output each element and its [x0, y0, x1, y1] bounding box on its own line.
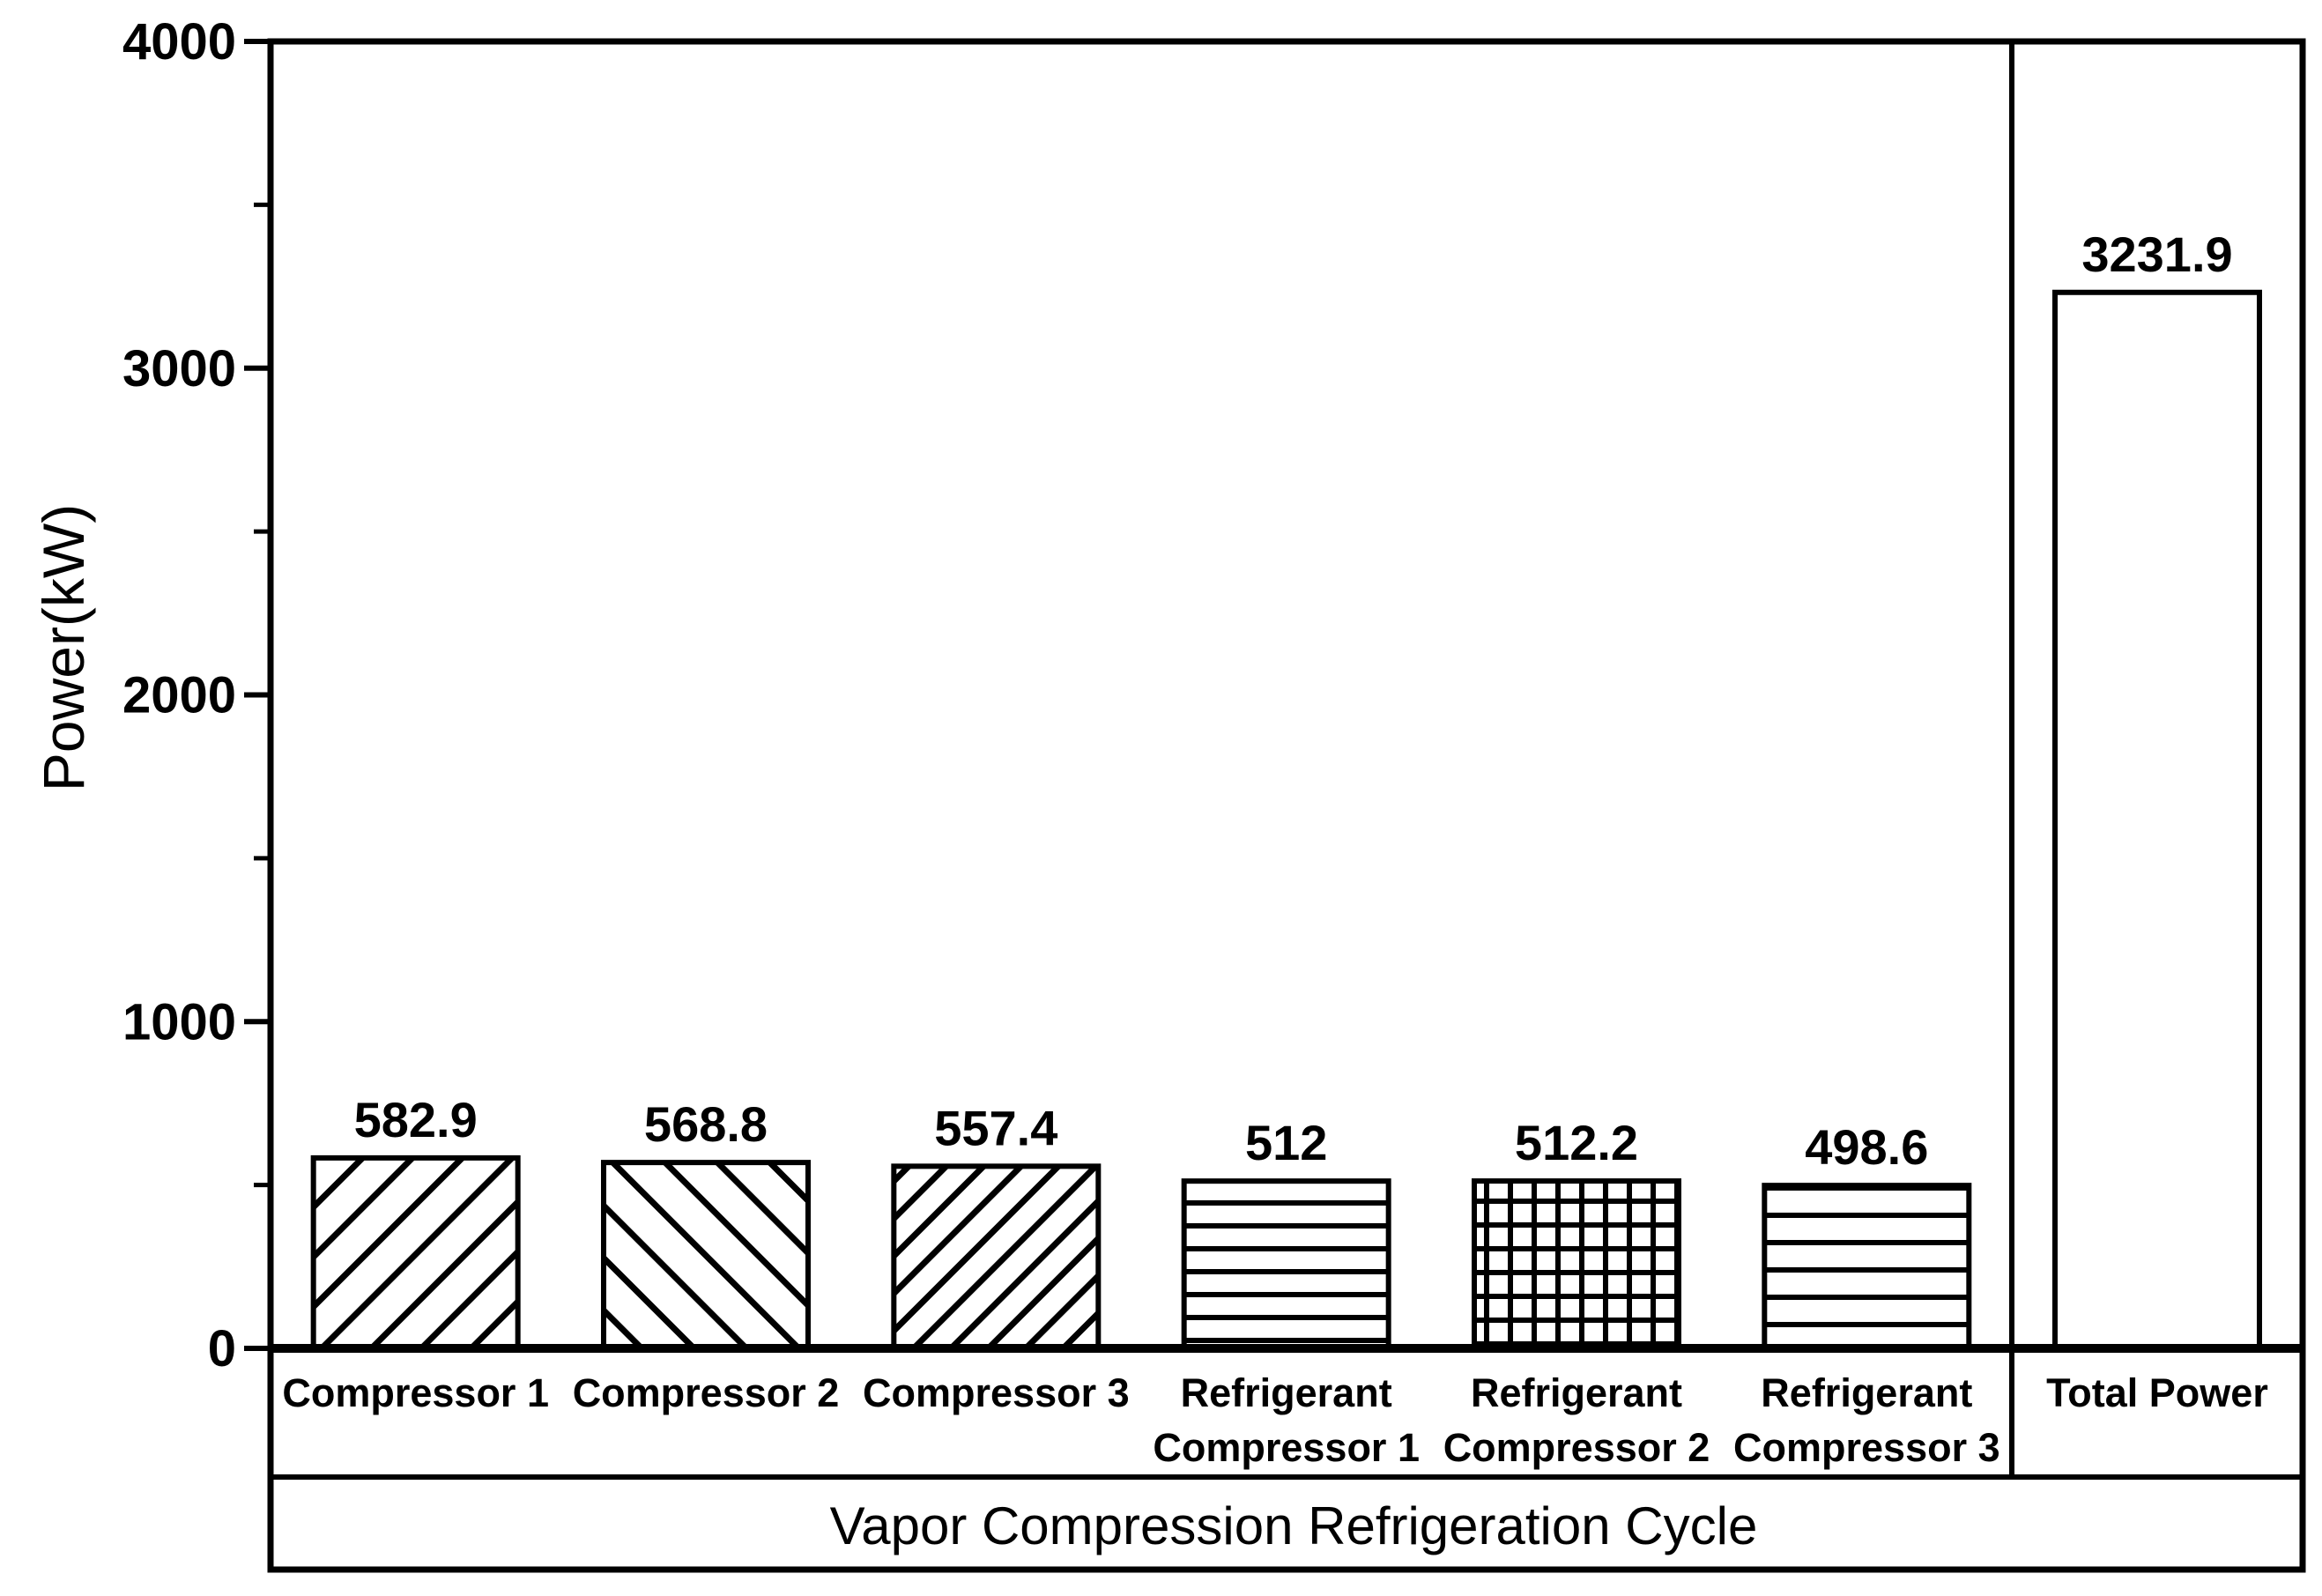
category-label-refrigerant-compressor-1: Refrigerant	[1181, 1370, 1392, 1415]
bar-compressor-2	[601, 1160, 811, 1352]
bar-value-compressor-1: 582.9	[354, 1092, 478, 1147]
category-label-compressor-3: Compressor 3	[863, 1370, 1130, 1415]
bar-value-refrigerant-compressor-1: 512	[1245, 1115, 1327, 1170]
plot-border	[267, 38, 2306, 1573]
y-axis-title: Power(kW)	[31, 504, 96, 791]
category-label-compressor-1: Compressor 1	[282, 1370, 549, 1415]
bar-total-power	[2052, 289, 2262, 1351]
bar-value-refrigerant-compressor-3: 498.6	[1805, 1119, 1928, 1175]
category-label-compressor-2: Compressor 2	[573, 1370, 840, 1415]
category-label-refrigerant-compressor-3: Compressor 3	[1733, 1425, 2000, 1470]
bar-compressor-3	[891, 1163, 1102, 1352]
bar-refrigerant-compressor-1	[1181, 1178, 1391, 1352]
bar-value-compressor-3: 557.4	[934, 1100, 1057, 1155]
y-tick-label-1000: 1000	[122, 993, 236, 1050]
y-tick-label-3000: 3000	[122, 340, 236, 397]
category-label-refrigerant-compressor-2: Compressor 2	[1443, 1425, 1710, 1470]
bar-refrigerant-compressor-2	[1472, 1178, 1681, 1351]
category-label-refrigerant-compressor-1: Compressor 1	[1153, 1425, 1420, 1470]
y-tick-label-0: 0	[208, 1320, 236, 1377]
bar-refrigerant-compressor-3	[1762, 1183, 1972, 1351]
bar-value-total-power: 3231.9	[2081, 226, 2232, 282]
x-axis-group-label: Vapor Compression Refrigeration Cycle	[830, 1496, 1758, 1555]
bar-value-compressor-2: 568.8	[644, 1096, 768, 1152]
category-label-refrigerant-compressor-2: Refrigerant	[1471, 1370, 1682, 1415]
y-tick-label-4000: 4000	[122, 13, 236, 71]
category-label-total-power: Total Power	[2046, 1370, 2268, 1415]
y-tick-label-2000: 2000	[122, 667, 236, 724]
bar-value-refrigerant-compressor-2: 512.2	[1515, 1115, 1638, 1170]
bar-compressor-1	[310, 1154, 521, 1351]
category-label-refrigerant-compressor-3: Refrigerant	[1761, 1370, 1972, 1415]
